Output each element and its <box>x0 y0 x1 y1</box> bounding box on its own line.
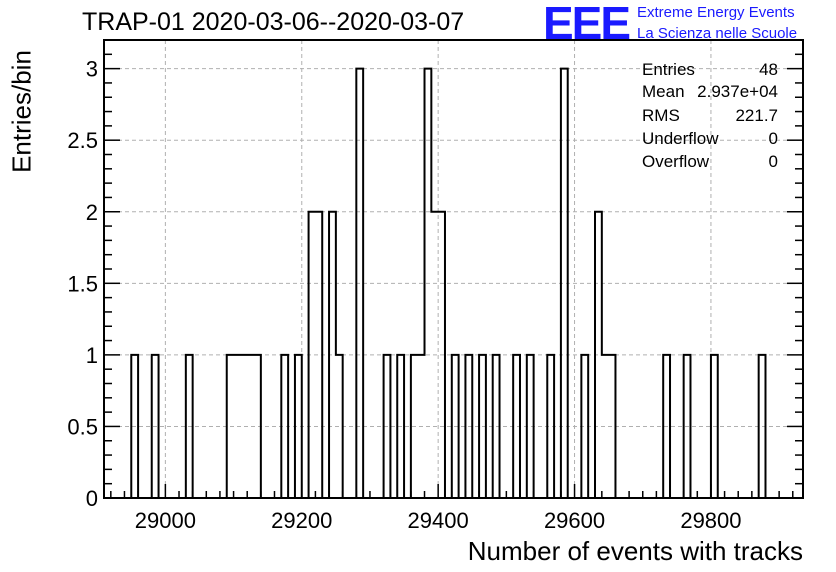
histogram-bin <box>309 212 316 498</box>
histogram-bin <box>240 355 247 498</box>
x-tick-label: 29000 <box>135 508 196 533</box>
histogram-bin <box>711 355 718 498</box>
y-tick-label: 0.5 <box>67 414 98 439</box>
histogram-bin <box>227 355 234 498</box>
y-tick-label: 1 <box>86 343 98 368</box>
histogram-bin <box>493 355 500 498</box>
histogram-bin <box>131 355 138 498</box>
histogram-bin <box>254 355 261 498</box>
logo-line-2: La Scienza nelle Scuole <box>637 25 798 42</box>
y-axis-label: Entries/bin <box>6 50 37 173</box>
histogram-bin <box>356 69 363 498</box>
x-tick-label: 29800 <box>680 508 741 533</box>
histogram-bin <box>152 355 159 498</box>
histogram-bin <box>595 212 602 498</box>
x-axis-label: Number of events with tracks <box>467 536 803 566</box>
stat-entries-label: Entries <box>642 60 695 79</box>
histogram-bin <box>431 212 438 498</box>
stat-rms-value: 221.7 <box>735 106 778 125</box>
stat-overflow-value: 0 <box>768 152 778 171</box>
eee-logo: EEE <box>543 0 631 49</box>
histogram-bin <box>234 355 241 498</box>
histogram-bin <box>527 355 534 498</box>
histogram-bin <box>581 355 588 498</box>
y-tick-label: 0 <box>86 486 98 511</box>
stat-overflow-label: Overflow <box>642 152 710 171</box>
stat-mean-label: Mean <box>642 82 685 101</box>
histogram-bin <box>513 355 520 498</box>
stat-entries-value: 48 <box>759 60 778 79</box>
histogram-bin <box>759 355 766 498</box>
y-tick-label: 1.5 <box>67 271 98 296</box>
histogram-bin <box>411 355 418 498</box>
histogram-bin <box>465 355 472 498</box>
histogram-bin <box>384 355 391 498</box>
histogram-bin <box>336 355 343 498</box>
histogram-bin <box>425 69 432 498</box>
x-tick-label: 29200 <box>271 508 332 533</box>
histogram-bin <box>281 355 288 498</box>
histogram-bin <box>602 355 609 498</box>
y-tick-label: 3 <box>86 57 98 82</box>
histogram-bin <box>315 212 322 498</box>
histogram-bin <box>329 212 336 498</box>
histogram-bin <box>479 355 486 498</box>
stat-underflow-value: 0 <box>768 129 778 148</box>
stat-underflow-label: Underflow <box>642 129 719 148</box>
histogram-bin <box>438 212 445 498</box>
histogram-bin <box>247 355 254 498</box>
histogram-bin <box>684 355 691 498</box>
histogram-bin <box>452 355 459 498</box>
histogram-bin <box>418 355 425 498</box>
chart-title: TRAP-01 2020-03-06--2020-03-07 <box>82 8 465 36</box>
x-tick-label: 29400 <box>408 508 469 533</box>
histogram-bin <box>609 355 616 498</box>
y-tick-label: 2.5 <box>67 128 98 153</box>
y-tick-label: 2 <box>86 200 98 225</box>
histogram-bin <box>547 355 554 498</box>
histogram-bin <box>663 355 670 498</box>
histogram-bin <box>186 355 193 498</box>
histogram-bin <box>561 69 568 498</box>
stat-mean-value: 2.937e+04 <box>697 82 778 101</box>
histogram-bin <box>397 355 404 498</box>
stat-rms-label: RMS <box>642 106 680 125</box>
histogram-bin <box>295 355 302 498</box>
x-tick-label: 29600 <box>544 508 605 533</box>
logo-line-1: Extreme Energy Events <box>637 4 795 21</box>
